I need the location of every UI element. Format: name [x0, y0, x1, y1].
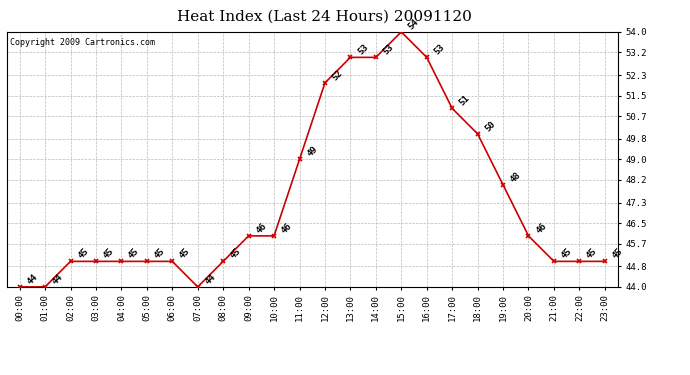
Text: 46: 46 — [254, 221, 268, 235]
Text: 48: 48 — [509, 170, 522, 184]
Text: 44: 44 — [25, 272, 39, 286]
Text: 44: 44 — [204, 272, 217, 286]
Text: 50: 50 — [483, 119, 497, 133]
Text: 53: 53 — [382, 43, 395, 57]
Text: 45: 45 — [76, 247, 90, 261]
Text: 52: 52 — [331, 68, 344, 82]
Text: 53: 53 — [356, 43, 370, 57]
Text: 45: 45 — [101, 247, 115, 261]
Text: 46: 46 — [534, 221, 548, 235]
Text: 51: 51 — [457, 94, 472, 108]
Text: 45: 45 — [611, 247, 624, 261]
Text: 53: 53 — [432, 43, 446, 57]
Text: 49: 49 — [305, 145, 319, 159]
Text: 44: 44 — [50, 272, 65, 286]
Text: 45: 45 — [152, 247, 166, 261]
Text: 45: 45 — [178, 247, 192, 261]
Text: Heat Index (Last 24 Hours) 20091120: Heat Index (Last 24 Hours) 20091120 — [177, 9, 472, 23]
Text: 45: 45 — [228, 247, 243, 261]
Text: 45: 45 — [127, 247, 141, 261]
Text: 54: 54 — [407, 17, 421, 31]
Text: Copyright 2009 Cartronics.com: Copyright 2009 Cartronics.com — [10, 38, 155, 47]
Text: 45: 45 — [560, 247, 573, 261]
Text: 45: 45 — [585, 247, 599, 261]
Text: 46: 46 — [279, 221, 293, 235]
